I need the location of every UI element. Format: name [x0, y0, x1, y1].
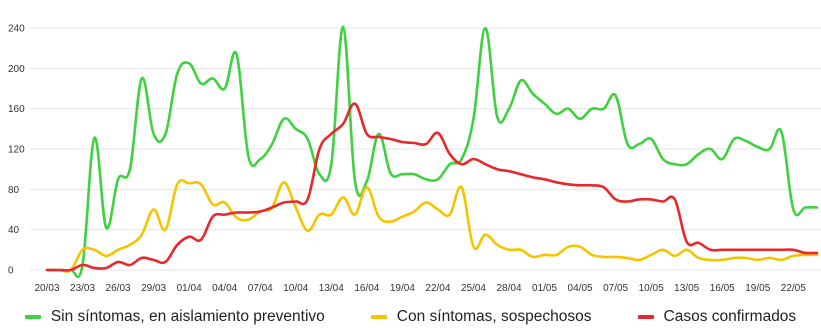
- series-line-confirmed: [45, 102, 819, 272]
- x-tick-label: 07/05: [603, 283, 628, 294]
- legend-swatch-green: [24, 315, 41, 319]
- chart-legend: Sin síntomas, en aislamiento preventivo …: [0, 300, 821, 334]
- x-tick-label: 22/05: [781, 283, 806, 294]
- x-tick-label: 29/03: [141, 283, 166, 294]
- x-tick-label: 22/04: [425, 283, 450, 294]
- y-tick-label: 0: [8, 266, 14, 277]
- x-tick-label: 01/04: [177, 283, 202, 294]
- x-tick-label: 19/05: [745, 283, 770, 294]
- legend-item-confirmed[interactable]: Casos confirmados: [637, 308, 797, 326]
- legend-label-suspected: Con síntomas, sospechosos: [396, 308, 592, 325]
- x-tick-label: 16/05: [710, 283, 735, 294]
- y-axis-ticks: 0 40 80 120 160 200 240: [8, 24, 25, 277]
- x-tick-label: 16/04: [354, 283, 379, 294]
- x-tick-label: 10/05: [639, 283, 664, 294]
- x-tick-label: 26/03: [106, 283, 131, 294]
- series-line-suspected: [45, 179, 819, 273]
- legend-label-asymptomatic: Sin síntomas, en aislamiento preventivo: [50, 308, 325, 325]
- y-tick-label: 80: [8, 185, 20, 196]
- x-axis-ticks: 20/03 23/03 26/03 29/03 01/04 04/04 07/04 10/04…: [34, 283, 806, 294]
- y-tick-label: 160: [8, 104, 25, 115]
- x-tick-label: 23/03: [70, 283, 95, 294]
- legend-label-confirmed: Casos confirmados: [663, 308, 797, 325]
- y-tick-label: 200: [8, 64, 25, 75]
- x-tick-label: 04/04: [212, 283, 237, 294]
- series-lines: [45, 25, 819, 279]
- grid-lines: [30, 27, 821, 271]
- x-tick-label: 04/05: [568, 283, 593, 294]
- x-tick-label: 28/04: [496, 283, 521, 294]
- x-tick-label: 25/04: [461, 283, 486, 294]
- legend-swatch-yellow: [370, 315, 387, 319]
- y-tick-label: 240: [8, 24, 25, 35]
- line-chart: 0 40 80 120 160 200 240 20/03 23/03 26/03 29/03 01…: [8, 24, 821, 294]
- legend-item-asymptomatic[interactable]: Sin síntomas, en aislamiento preventivo: [24, 308, 325, 326]
- legend-item-suspected[interactable]: Con síntomas, sospechosos: [370, 308, 592, 326]
- x-tick-label: 01/05: [532, 283, 557, 294]
- legend-swatch-red: [637, 315, 654, 319]
- series-line-asymptomatic: [45, 25, 819, 279]
- x-tick-label: 10/04: [283, 283, 308, 294]
- y-tick-label: 120: [8, 145, 25, 156]
- x-tick-label: 13/05: [674, 283, 699, 294]
- x-tick-label: 13/04: [319, 283, 344, 294]
- x-tick-label: 07/04: [248, 283, 273, 294]
- x-tick-label: 19/04: [390, 283, 415, 294]
- y-tick-label: 40: [8, 225, 20, 236]
- x-tick-label: 20/03: [34, 283, 59, 294]
